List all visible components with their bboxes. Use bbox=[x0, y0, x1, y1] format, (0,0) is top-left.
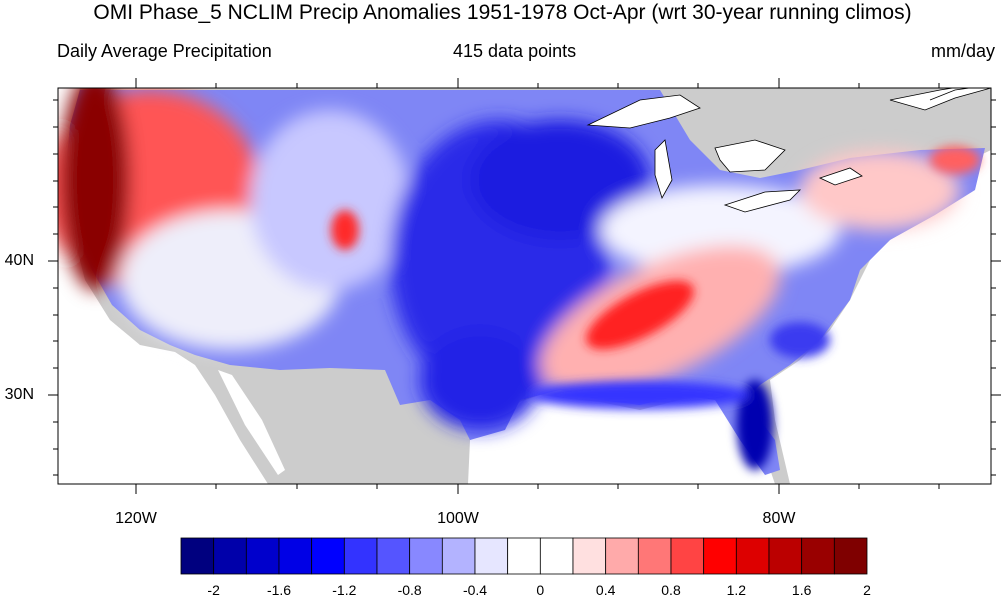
anomaly-coast bbox=[60, 88, 130, 290]
colorbar-swatch bbox=[311, 537, 345, 575]
colorbar-swatch bbox=[278, 537, 313, 575]
colorbar-tick-label: 2 bbox=[863, 582, 871, 598]
canada-coast bbox=[889, 88, 991, 111]
colorbar-swatch bbox=[670, 537, 705, 575]
colorbar-tick-label: -1.2 bbox=[332, 582, 357, 598]
atlantic-ocean bbox=[770, 150, 991, 484]
colorbar-tick-label: 1.2 bbox=[726, 582, 747, 598]
colorbar-tick-label: -0.8 bbox=[397, 582, 422, 598]
gulf-of-mexico bbox=[468, 395, 775, 484]
lake-erie bbox=[723, 189, 802, 213]
gulf-of-california bbox=[218, 370, 285, 475]
colorbar-tick-label: -1.6 bbox=[266, 582, 292, 598]
pacific-ocean bbox=[58, 88, 268, 484]
colorbar-tick-label: 0 bbox=[536, 582, 545, 598]
map-area bbox=[58, 88, 991, 484]
plot-border bbox=[57, 87, 992, 485]
colorbar-swatch bbox=[572, 537, 607, 575]
colorbar-swatch bbox=[605, 537, 639, 575]
colorbar-swatch bbox=[441, 537, 476, 575]
anomaly-colorado bbox=[331, 210, 359, 250]
plot-title: OMI Phase_5 NCLIM Precip Anomalies 1951-… bbox=[93, 1, 912, 24]
anomaly-midwest bbox=[470, 120, 650, 240]
colorbar-swatch bbox=[768, 537, 803, 575]
lon-label-120w: 120W bbox=[115, 510, 157, 527]
anomaly-gulfcoast bbox=[530, 381, 750, 409]
lake-ontario bbox=[818, 167, 863, 186]
x-ticks bbox=[135, 78, 940, 494]
anomaly-texas bbox=[420, 330, 540, 430]
colorbar-swatch bbox=[507, 537, 541, 575]
colorbar-swatch bbox=[245, 537, 280, 575]
subtitle-center: 415 data points bbox=[453, 41, 577, 61]
anomaly-maine bbox=[930, 146, 980, 174]
colorbar-swatch bbox=[409, 537, 443, 575]
lake-michigan bbox=[654, 139, 673, 200]
colorbar-swatch bbox=[539, 537, 574, 575]
colorbar-tick-label: -2 bbox=[207, 582, 220, 598]
colorbar-tick-label: 1.6 bbox=[791, 582, 812, 598]
subtitle-left: Daily Average Precipitation bbox=[57, 41, 272, 61]
colorbar-tick-label: -0.4 bbox=[462, 582, 488, 598]
precip-field bbox=[58, 88, 985, 475]
lat-label-30n: 30N bbox=[4, 386, 34, 403]
units-label: mm/day bbox=[930, 41, 995, 61]
anomaly-florida bbox=[737, 380, 773, 470]
colorbar-swatch bbox=[735, 537, 770, 575]
colorbar-swatch bbox=[833, 537, 868, 575]
colorbar-tick-label: 0.8 bbox=[661, 582, 681, 598]
colorbar-swatch bbox=[180, 537, 215, 575]
anomaly-rockies bbox=[250, 110, 410, 290]
colorbar-swatch bbox=[474, 537, 509, 575]
y-ticks bbox=[48, 99, 1001, 476]
colorbar bbox=[180, 537, 868, 575]
colorbar-swatch bbox=[801, 537, 835, 575]
colorbar-swatch bbox=[637, 537, 672, 575]
colorbar-swatch bbox=[376, 537, 411, 575]
lat-label-40n: 40N bbox=[4, 252, 34, 269]
colorbar-swatch bbox=[343, 537, 378, 575]
lake-huron bbox=[714, 139, 786, 173]
lake-superior bbox=[586, 94, 701, 129]
great-lakes bbox=[586, 94, 863, 213]
colorbar-tick-label: 0.4 bbox=[595, 582, 616, 598]
anomaly-ohio bbox=[600, 185, 840, 275]
anomaly-carolinas bbox=[770, 322, 830, 358]
lon-label-80w: 80W bbox=[762, 510, 796, 527]
colorbar-swatch bbox=[213, 537, 247, 575]
colorbar-swatch bbox=[703, 537, 737, 575]
anomaly-max-southeast bbox=[586, 280, 694, 350]
anomaly-northeast bbox=[800, 150, 960, 230]
lon-label-100w: 100W bbox=[437, 510, 479, 527]
